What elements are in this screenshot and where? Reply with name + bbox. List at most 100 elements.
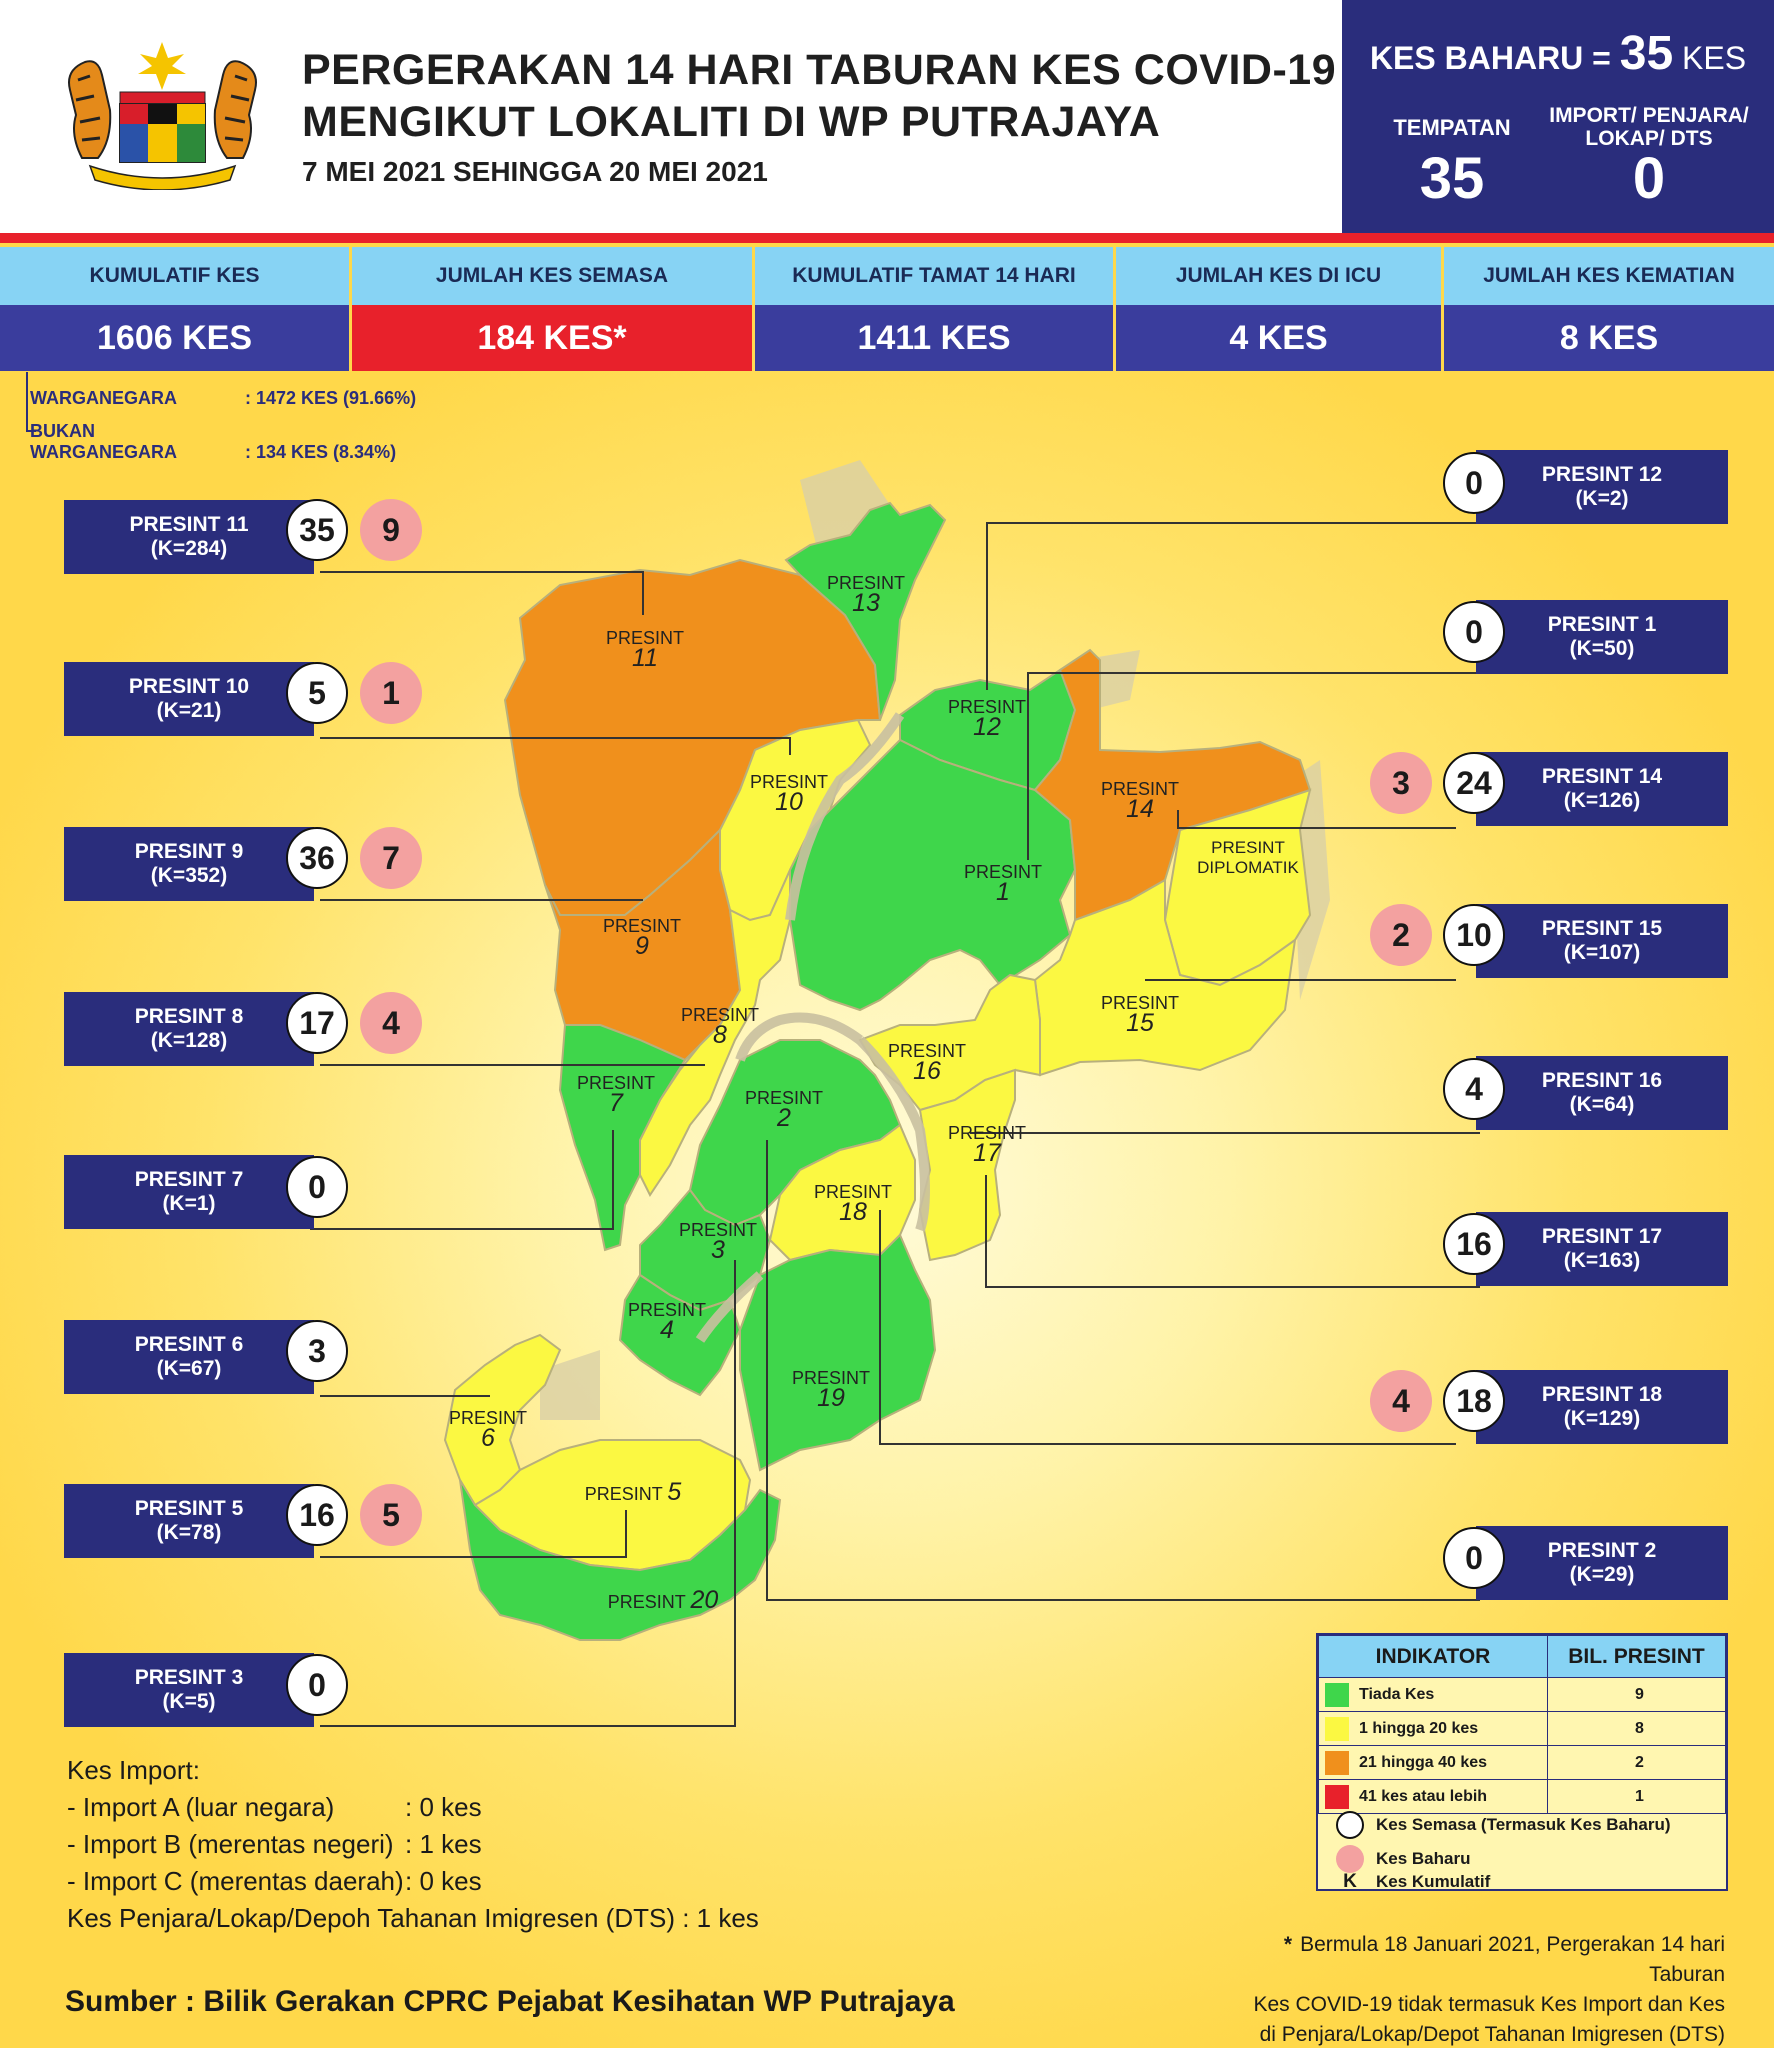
zone-label: PRESINT 4: [627, 1300, 706, 1344]
footnote-line-2: Kes COVID-19 tidak termasuk Kes Import d…: [1253, 1993, 1725, 2016]
source-text: Sumber : Bilik Gerakan CPRC Pejabat Kesi…: [65, 1985, 955, 2018]
map-rivers: [695, 712, 930, 1343]
baharu-circle: 5: [360, 1484, 422, 1546]
zone-label: PRESINT 18: [813, 1182, 892, 1226]
kes-baharu-value: 35: [1619, 27, 1674, 80]
summary-value: 184 KES*: [352, 305, 752, 371]
footnote-line-1: * Bermula 18 Januari 2021, Pergerakan 14 …: [1283, 1933, 1725, 1986]
import-info: Kes Import: - Import A (luar negara): 0 …: [67, 1752, 759, 1937]
legend-header-indicator: INDIKATOR: [1318, 1635, 1548, 1678]
citizen-value: : 1472 KES (91.66%): [245, 388, 417, 408]
kes-baharu-label: KES BAHARU =: [1369, 40, 1611, 76]
tempatan-value: 35: [1419, 146, 1485, 211]
import-dts: Kes Penjara/Lokap/Depoh Tahanan Imigrese…: [67, 1903, 759, 1933]
import-label-line-2: LOKAP/ DTS: [1585, 127, 1713, 150]
zone-label: PRESINT 15: [1100, 993, 1179, 1037]
legend: INDIKATOR BIL. PRESINT Tiada Kes 9 1 hin…: [1316, 1633, 1728, 1892]
presint-label-11: PRESINT 11 (K=284): [64, 500, 314, 574]
zone-presint-4: [618, 1273, 742, 1397]
semasa-circle: 36: [286, 827, 348, 889]
header: PERGERAKAN 14 HARI TABURAN KES COVID-19 …: [0, 0, 1774, 233]
zone-label: PRESINT 8: [680, 1005, 759, 1049]
presint-label-10: PRESINT 10 (K=21): [64, 662, 314, 736]
summary-label: KUMULATIF KES: [0, 247, 349, 305]
non-citizen-label: BUKAN WARGANEGARA: [30, 421, 177, 462]
zone-label: PRESINT 6: [448, 1408, 527, 1452]
zone-label: PRESINT 11: [605, 628, 684, 672]
zone-label: PRESINT 9: [602, 916, 681, 960]
zone-label: PRESINT 17: [947, 1123, 1026, 1167]
summary-cell: KUMULATIF KES 1606 KES: [0, 247, 349, 371]
legend-row: 21 hingga 40 kes 2: [1318, 1745, 1726, 1780]
pink-circle-icon: [1336, 1845, 1364, 1873]
summary-label: JUMLAH KES SEMASA: [352, 247, 752, 305]
presint-label-15: PRESINT 15 (K=107): [1476, 904, 1728, 978]
summary-label: JUMLAH KES KEMATIAN: [1444, 247, 1774, 305]
baharu-circle: 3: [1370, 752, 1432, 814]
summary-cell: JUMLAH KES SEMASA 184 KES*: [352, 247, 752, 371]
zone-label: PRESINT 10: [749, 772, 828, 816]
semasa-circle: 16: [1443, 1213, 1505, 1275]
coat-of-arms-icon: [68, 42, 257, 190]
presint-label-6: PRESINT 6 (K=67): [64, 1320, 314, 1394]
legend-semasa: Kes Semasa (Termasuk Kes Baharu): [1336, 1811, 1671, 1839]
baharu-circle: 4: [1370, 1370, 1432, 1432]
date-range: 7 MEI 2021 SEHINGGA 20 MEI 2021: [302, 156, 768, 187]
legend-swatch-red: [1325, 1784, 1349, 1809]
import-title: Kes Import:: [67, 1755, 200, 1785]
non-citizen-value: : 134 KES (8.34%): [245, 442, 397, 462]
zone-label: PRESINT 3: [678, 1220, 757, 1264]
zone-label: PRESINT 2: [744, 1088, 823, 1132]
legend-kumulatif: K Kes Kumulatif: [1343, 1871, 1491, 1892]
leader-lines: [310, 522, 1480, 1727]
summary-label: JUMLAH KES DI ICU: [1116, 247, 1441, 305]
summary-cell: JUMLAH KES DI ICU 4 KES: [1116, 247, 1441, 371]
semasa-circle: 4: [1443, 1058, 1505, 1120]
kes-baharu-title: KES BAHARU = 35 KES: [1342, 26, 1774, 81]
baharu-circle: 9: [360, 499, 422, 561]
summary-value: 1606 KES: [0, 305, 349, 371]
semasa-circle: 0: [286, 1654, 348, 1716]
zone-label: PRESINT 7: [576, 1073, 655, 1117]
semasa-circle: 5: [286, 662, 348, 724]
semasa-circle: 0: [1443, 452, 1505, 514]
presint-label-1: PRESINT 1 (K=50): [1476, 600, 1728, 674]
presint-label-7: PRESINT 7 (K=1): [64, 1155, 314, 1229]
import-value: 0: [1632, 146, 1666, 211]
legend-swatch-orange: [1325, 1750, 1349, 1775]
footnote-line-3: di Penjara/Lokap/Depot Tahanan Imigresen…: [1259, 2023, 1725, 2046]
tempatan-label: TEMPATAN: [1393, 115, 1511, 140]
zone-label: PRESINT 12: [947, 697, 1026, 741]
semasa-circle: 17: [286, 992, 348, 1054]
legend-table: INDIKATOR BIL. PRESINT Tiada Kes 9 1 hin…: [1318, 1635, 1726, 1814]
white-circle-icon: [1336, 1811, 1364, 1839]
import-label: IMPORT/ PENJARA/ LOKAP/ DTS: [1534, 104, 1764, 150]
semasa-circle: 0: [286, 1156, 348, 1218]
import-b: - Import B (merentas negeri): 1 kes: [67, 1829, 482, 1859]
semasa-circle: 24: [1443, 752, 1505, 814]
import-a: - Import A (luar negara): 0 kes: [67, 1792, 482, 1822]
semasa-circle: 35: [286, 499, 348, 561]
presint-label-3: PRESINT 3 (K=5): [64, 1653, 314, 1727]
zone-label: PRESINT 14: [1100, 779, 1179, 823]
baharu-circle: 2: [1370, 904, 1432, 966]
presint-label-9: PRESINT 9 (K=352): [64, 827, 314, 901]
legend-row: 1 hingga 20 kes 8: [1318, 1711, 1726, 1746]
zone-presint-20: [459, 1479, 782, 1641]
presint-label-16: PRESINT 16 (K=64): [1476, 1056, 1728, 1130]
summary-cell: KUMULATIF TAMAT 14 HARI 1411 KES: [755, 247, 1113, 371]
semasa-circle: 0: [1443, 1527, 1505, 1589]
presint-label-14: PRESINT 14 (K=126): [1476, 752, 1728, 826]
legend-header-count: BIL. PRESINT: [1547, 1635, 1726, 1678]
summary-row: KUMULATIF KES 1606 KES JUMLAH KES SEMASA…: [0, 247, 1774, 371]
header-divider: [0, 233, 1774, 243]
zone-label: PRESINT DIPLOMATIK: [1197, 838, 1299, 877]
summary-cell: JUMLAH KES KEMATIAN 8 KES: [1444, 247, 1774, 371]
semasa-circle: 18: [1443, 1370, 1505, 1432]
import-c: - Import C (merentas daerah): 0 kes: [67, 1866, 482, 1896]
presint-label-2: PRESINT 2 (K=29): [1476, 1526, 1728, 1600]
zone-label: PRESINT 1: [963, 862, 1042, 906]
import-label-line-1: IMPORT/ PENJARA/: [1549, 104, 1749, 127]
presint-label-12: PRESINT 12 (K=2): [1476, 450, 1728, 524]
legend-swatch-green: [1325, 1682, 1349, 1707]
